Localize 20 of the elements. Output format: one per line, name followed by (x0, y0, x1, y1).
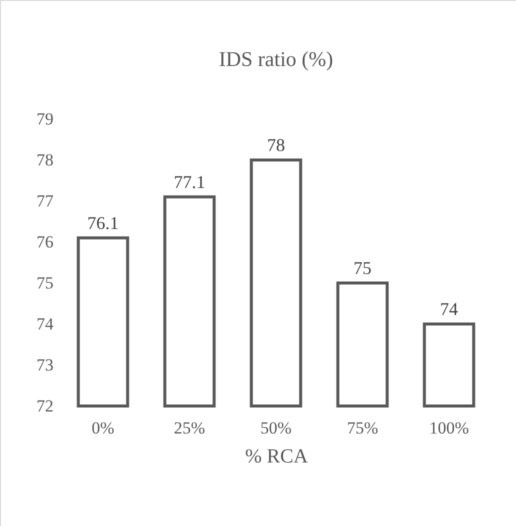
y-tick-label: 75 (36, 274, 54, 292)
x-tick-label: 25% (174, 418, 206, 438)
y-tick-label: 79 (36, 110, 54, 128)
y-tick-label: 74 (36, 314, 54, 334)
y-tick-label: 72 (36, 396, 54, 416)
x-tick-label: 50% (260, 418, 292, 438)
x-tick-label: 0% (92, 418, 114, 438)
y-tick-label: 76 (36, 232, 54, 252)
x-tick-label: 100% (429, 418, 469, 438)
data-label: 77.1 (174, 172, 206, 192)
y-tick-label: 73 (36, 356, 54, 374)
data-label: 78 (267, 135, 285, 155)
y-tick-label: 78 (36, 150, 54, 170)
x-tick-label: 75% (346, 418, 378, 438)
chart-title: IDS ratio (%) (218, 47, 334, 71)
data-label: 76.1 (87, 212, 119, 233)
y-tick-label: 77 (36, 192, 54, 210)
data-label: 75 (354, 258, 372, 278)
x-axis-title: % RCA (245, 446, 308, 468)
data-label: 74 (440, 299, 458, 319)
